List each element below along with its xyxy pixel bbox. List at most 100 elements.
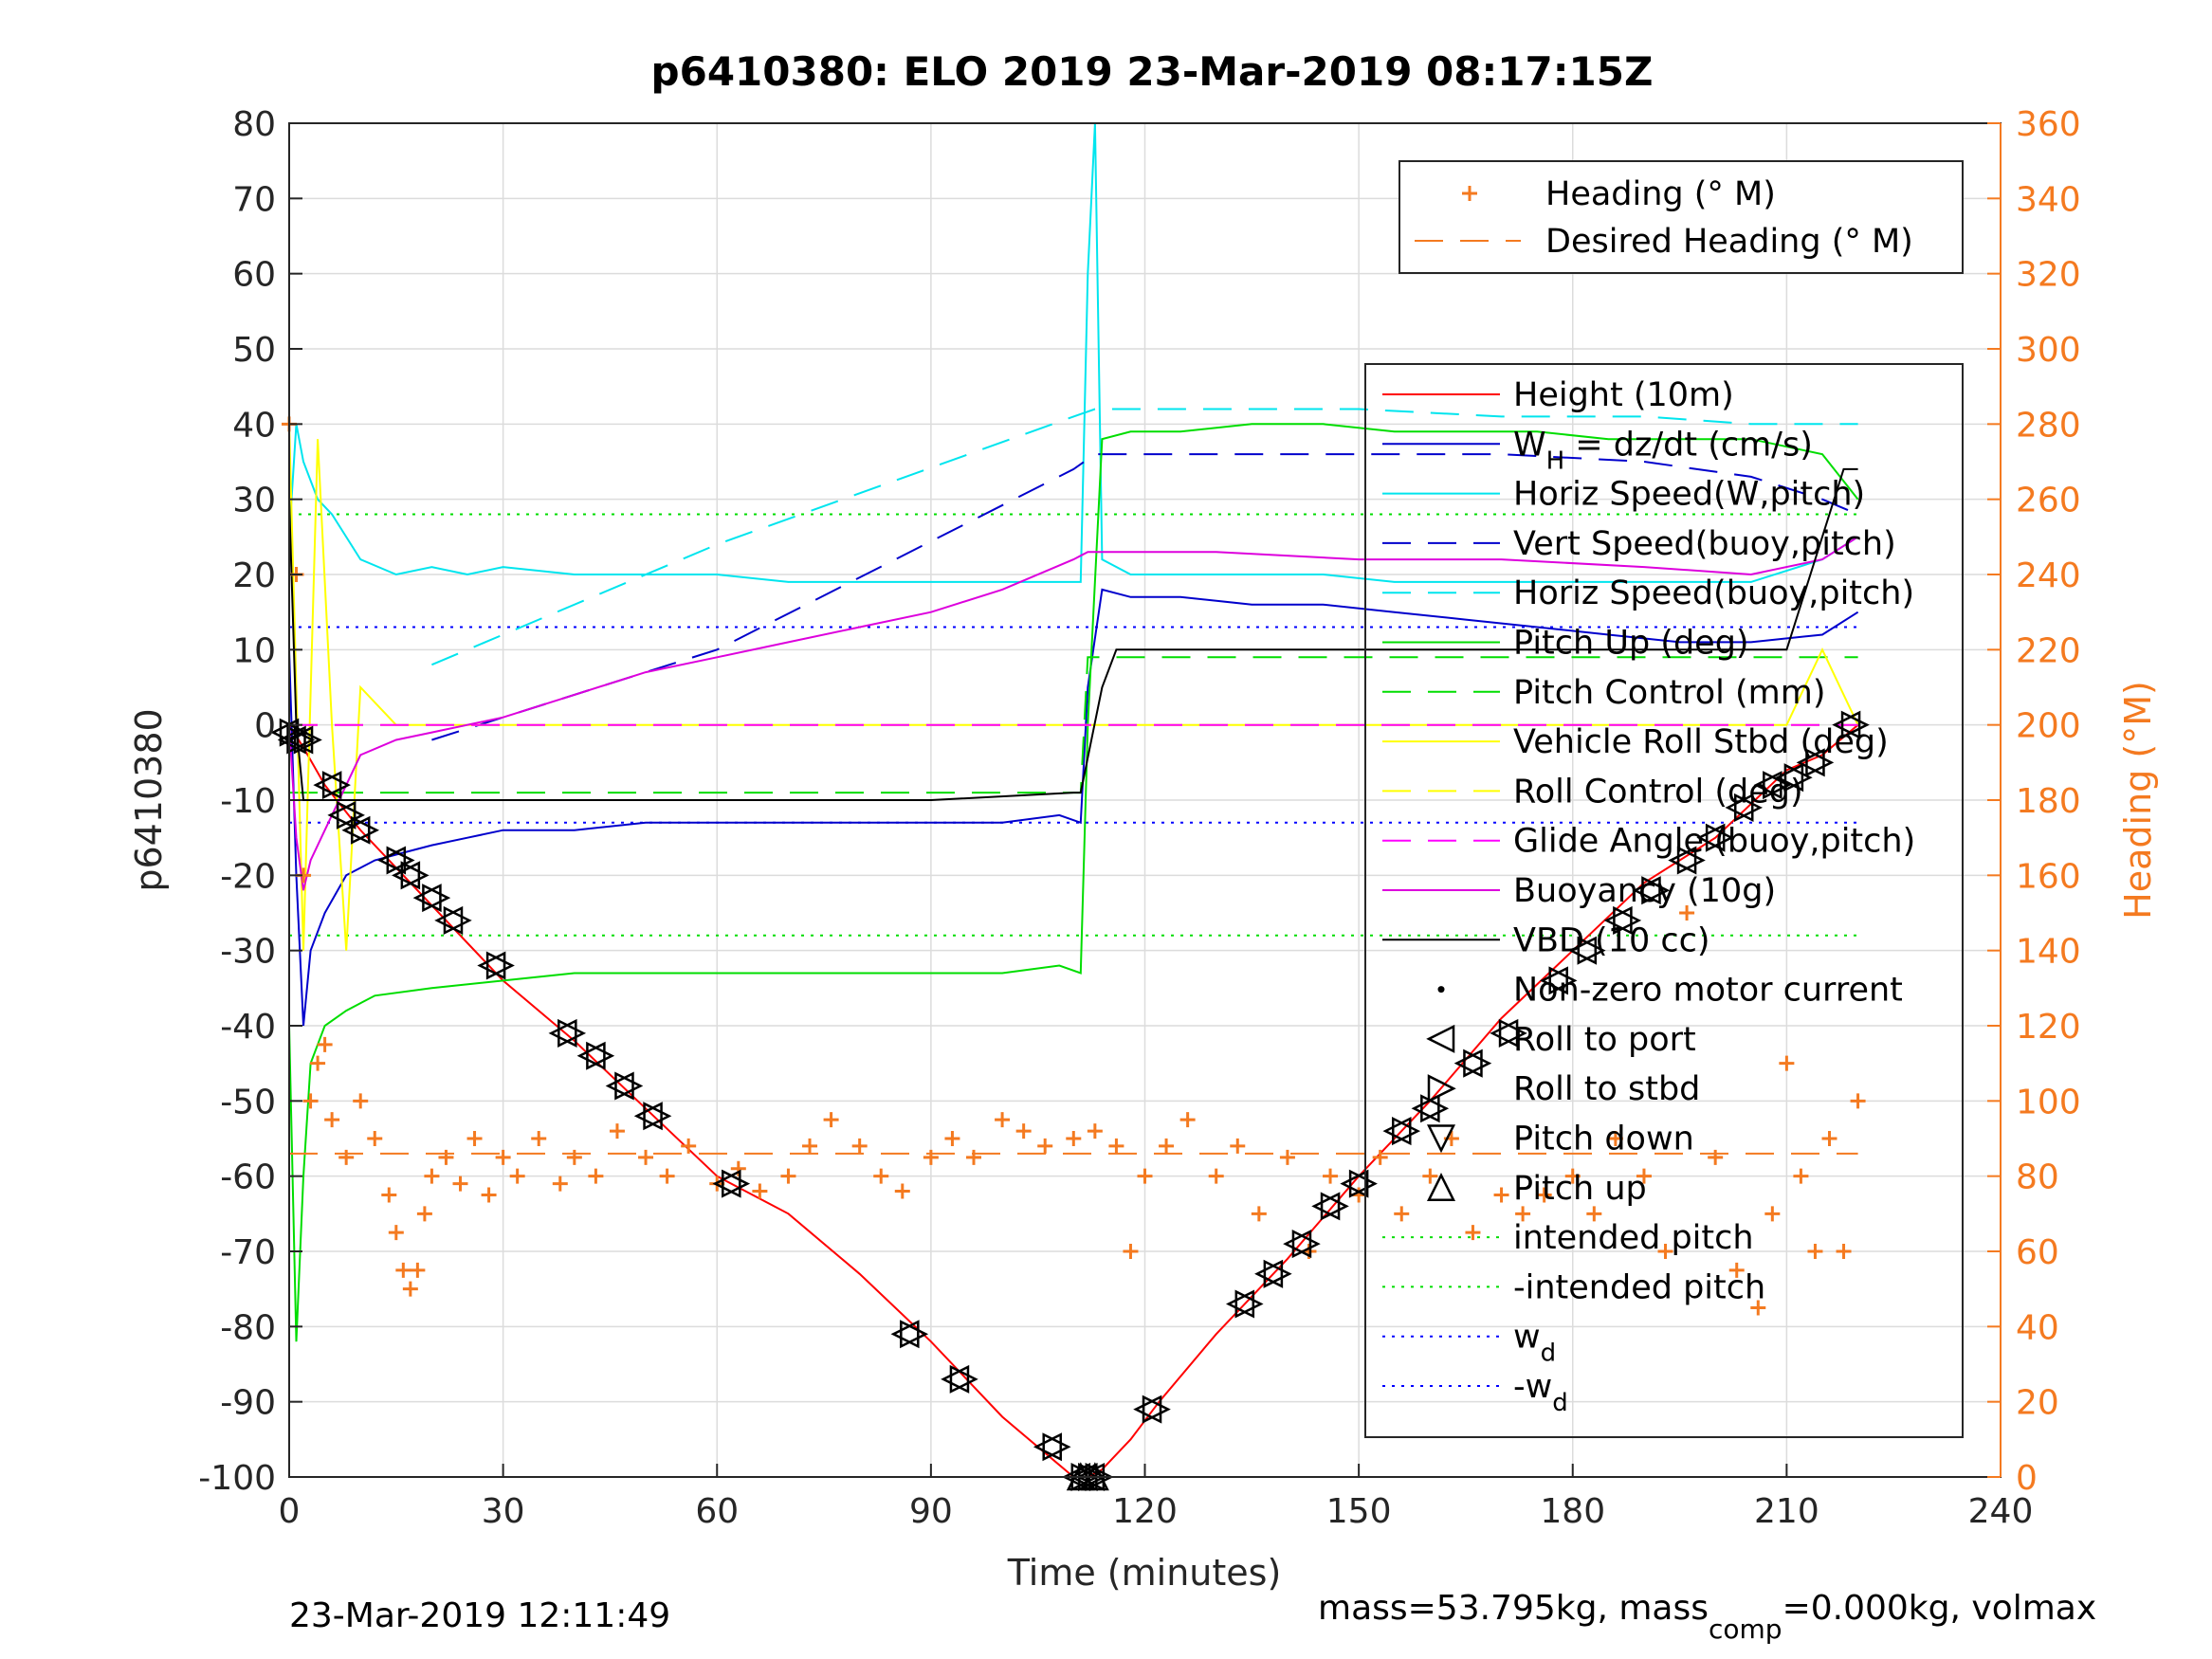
series-horiz-speed-buoy-pitch <box>431 408 1858 666</box>
y-right-tick-label: 120 <box>2016 1008 2081 1047</box>
heading-point <box>966 1149 981 1165</box>
heading-point <box>353 1093 369 1109</box>
legend-motor-dot-icon <box>1437 986 1445 994</box>
roll-to-stbd-marker <box>1641 876 1671 905</box>
heading-point <box>1230 1138 1246 1154</box>
heading-point <box>338 1149 355 1165</box>
heading-point <box>681 1138 697 1154</box>
heading-point <box>780 1168 796 1184</box>
roll-to-stbd-marker <box>485 951 515 980</box>
roll-to-stbd-marker <box>1577 936 1606 965</box>
y-left-tick-label: -70 <box>220 1233 276 1272</box>
heading-point <box>310 1055 326 1071</box>
legend-main-box <box>1364 363 1964 1438</box>
heading-point <box>1394 1206 1410 1222</box>
legend-heading-label: Heading (° M) <box>1545 175 1776 213</box>
heading-point <box>873 1168 889 1184</box>
roll-to-stbd-marker <box>336 800 365 830</box>
y-left-tick-label: -60 <box>220 1158 276 1197</box>
y-right-tick-label: 20 <box>2016 1384 2059 1423</box>
legend-heading-plus-icon <box>1462 186 1477 201</box>
heading-point <box>1607 1131 1623 1146</box>
roll-to-port-marker <box>1382 1117 1412 1146</box>
heading-point <box>402 1281 418 1297</box>
y-left-tick-label: 10 <box>232 631 276 670</box>
heading-point <box>1208 1168 1224 1184</box>
roll-to-stbd-marker <box>1705 823 1734 852</box>
y-right-tick-label: 0 <box>2016 1459 2038 1498</box>
x-tick-label: 150 <box>1326 1492 1392 1531</box>
heading-point <box>638 1149 654 1165</box>
roll-to-stbd-marker <box>1142 1395 1171 1424</box>
roll-to-stbd-marker <box>386 846 415 875</box>
legend-label: Horiz Speed(W,pitch) <box>1513 476 1865 514</box>
roll-to-stbd-marker <box>1763 771 1792 800</box>
y-left-tick-label: -100 <box>198 1459 276 1498</box>
heading-point <box>1066 1131 1082 1146</box>
heading-point <box>1279 1149 1295 1165</box>
roll-to-port-marker <box>1725 793 1754 822</box>
legend-main: Height (10m) WH = dz/dt (cm/s)Horiz Speed… <box>1364 363 1964 1438</box>
x-tick-label: 210 <box>1754 1492 1819 1531</box>
series-vbd-10-cc <box>288 467 1858 801</box>
roll-to-stbd-marker <box>293 725 322 755</box>
roll-to-stbd-marker <box>586 1041 615 1070</box>
legend-label: WH = dz/dt (cm/s) <box>1513 426 1813 475</box>
heading-point <box>495 1149 511 1165</box>
roll-to-port-marker <box>1490 1018 1519 1048</box>
heading-point <box>1850 1093 1866 1109</box>
heading-point <box>410 1262 426 1278</box>
heading-point <box>416 1206 432 1222</box>
x-tick-label: 0 <box>279 1492 301 1531</box>
roll-to-port-marker <box>341 815 371 845</box>
legend-label: Roll to port <box>1513 1021 1696 1059</box>
heading-point <box>367 1131 383 1146</box>
x-tick-label: 90 <box>909 1492 953 1531</box>
y-left-tick-label: -10 <box>220 782 276 821</box>
roll-to-port-marker <box>1411 1094 1440 1123</box>
footer-mass: mass=53.795kg, masscomp=0.000kg, volmax <box>1318 1589 2096 1645</box>
legend-label: Pitch Control (mm) <box>1513 674 1825 712</box>
roll-to-stbd-marker <box>1420 1094 1450 1123</box>
y-right-tick-label: 360 <box>2016 105 2081 144</box>
y-axis-right-ticks: 3603403203002802602402202001801601401201… <box>1987 105 2081 1498</box>
roll-to-port-marker <box>1753 771 1782 800</box>
y-right-tick-label: 60 <box>2016 1233 2059 1272</box>
heading-point <box>588 1168 604 1184</box>
legend-heading-label: Desired Heading (° M) <box>1545 223 1913 261</box>
y-left-tick-label: 40 <box>232 406 276 445</box>
heading-point <box>1179 1112 1196 1128</box>
heading-point <box>944 1131 960 1146</box>
roll-to-port-marker <box>1603 905 1633 935</box>
x-tick-label: 120 <box>1112 1492 1178 1531</box>
heading-point <box>802 1138 818 1154</box>
roll-to-stbd-marker <box>900 1320 929 1349</box>
heading-point <box>1728 1262 1745 1278</box>
legend-label: Height (10m) <box>1513 376 1734 414</box>
roll-to-stbd-marker <box>279 718 308 747</box>
heading-point <box>395 1262 411 1278</box>
x-tick-label: 60 <box>695 1492 739 1531</box>
roll-to-port-marker <box>941 1364 970 1394</box>
y-axis-left-label: p6410380 <box>128 708 170 891</box>
roll-to-port-marker <box>633 1102 663 1131</box>
roll-to-port-marker <box>1775 763 1804 793</box>
y-right-tick-label: 80 <box>2016 1158 2059 1197</box>
roll-to-port-marker <box>1225 1289 1255 1319</box>
heading-point <box>923 1149 939 1165</box>
heading-point <box>1779 1055 1795 1071</box>
legend-label: intended pitch <box>1513 1219 1754 1257</box>
roll-to-stbd-marker <box>1392 1117 1421 1146</box>
y-left-tick-label: -20 <box>220 857 276 896</box>
y-right-tick-label: 140 <box>2016 933 2081 972</box>
y-right-tick-label: 100 <box>2016 1083 2081 1121</box>
legend-label: Pitch down <box>1513 1121 1694 1158</box>
heading-point <box>823 1112 839 1128</box>
heading-point <box>1123 1244 1139 1259</box>
roll-to-port-marker <box>1832 710 1861 739</box>
y-left-tick-label: -80 <box>220 1308 276 1347</box>
heading-point <box>1821 1131 1837 1146</box>
roll-to-port-marker <box>284 725 314 755</box>
heading-point <box>659 1168 675 1184</box>
legend-label: Non-zero motor current <box>1513 972 1903 1010</box>
